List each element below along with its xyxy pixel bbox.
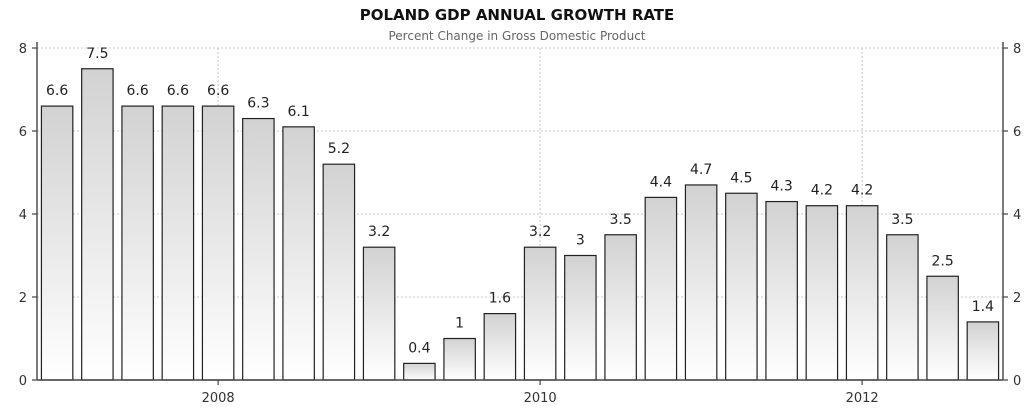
data-label-2012-Q1: 4.2 [851, 183, 873, 199]
data-label-2008-Q4: 5.2 [328, 141, 350, 157]
y-tick-label-right: 6 [1013, 125, 1021, 140]
bar-2010-Q4 [644, 196, 678, 381]
data-label-2008-Q3: 6.1 [287, 104, 309, 120]
data-label-2011-Q3: 4.3 [770, 179, 792, 195]
y-tick-label-left: 0 [19, 374, 27, 389]
data-label-2009-Q1: 3.2 [368, 224, 390, 240]
y-tick-label-right: 2 [1013, 291, 1021, 306]
x-tick-label: 2010 [524, 391, 557, 406]
data-label-2010-Q4: 4.4 [650, 174, 672, 190]
y-tick-label-right: 4 [1013, 208, 1021, 223]
data-label-2010-Q3: 3.5 [609, 212, 631, 228]
bar-2007-Q4 [161, 105, 195, 381]
bars [40, 68, 1000, 381]
bar-2008-Q2 [242, 117, 275, 381]
data-label-2007-Q1: 6.6 [46, 83, 68, 99]
bar-2009-Q4 [483, 313, 517, 381]
bar-2007-Q1 [40, 105, 74, 381]
data-label-2012-Q2: 3.5 [891, 212, 913, 228]
bar-2012-Q3 [926, 275, 959, 381]
data-label-2007-Q4: 6.6 [167, 83, 189, 99]
bar-2010-Q1 [523, 246, 557, 381]
data-label-2012-Q4: 1.4 [972, 299, 994, 315]
bar-2009-Q3 [443, 337, 476, 381]
bar-2012-Q2 [886, 234, 919, 381]
data-label-2007-Q3: 6.6 [126, 83, 148, 99]
data-label-2008-Q2: 6.3 [247, 96, 269, 112]
bar-2011-Q2 [725, 192, 758, 381]
bar-2012-Q1 [845, 205, 879, 381]
bar-2007-Q2 [81, 68, 114, 381]
bar-2009-Q1 [362, 246, 396, 381]
y-tick-label-left: 4 [19, 208, 27, 223]
data-label-2009-Q2: 0.4 [408, 340, 430, 356]
y-tick-label-right: 8 [1013, 42, 1021, 57]
y-tick-label-left: 6 [19, 125, 27, 140]
data-label-2009-Q3: 1 [455, 316, 464, 332]
y-tick-label-right: 0 [1013, 374, 1021, 389]
data-label-2009-Q4: 1.6 [489, 291, 511, 307]
bar-2010-Q2 [564, 254, 597, 381]
data-label-2008-Q1: 6.6 [207, 83, 229, 99]
data-label-2011-Q2: 4.5 [730, 170, 752, 186]
bar-2011-Q3 [765, 200, 798, 381]
bar-2009-Q2 [403, 362, 436, 381]
bar-2010-Q3 [604, 234, 637, 381]
chart-subtitle: Percent Change in Gross Domestic Product [388, 29, 645, 43]
data-label-2010-Q1: 3.2 [529, 224, 551, 240]
data-label-2007-Q2: 7.5 [86, 46, 108, 62]
bar-2012-Q4 [966, 321, 1000, 381]
axes: 0 0 2 2 4 4 6 6 8 8 2008 2010 2012 [19, 42, 1021, 406]
chart-title: POLAND GDP ANNUAL GROWTH RATE [360, 6, 675, 24]
data-labels: 6.6 7.5 6.6 6.6 6.6 6.3 6.1 5.2 3.2 0.4 1 1.6 3.2 3 3.… [46, 46, 994, 357]
bar-2008-Q1 [201, 105, 235, 381]
bar-2011-Q1 [684, 184, 718, 381]
bar-2007-Q3 [121, 105, 154, 381]
data-label-2011-Q4: 4.2 [811, 183, 833, 199]
x-tick-label: 2008 [202, 391, 235, 406]
data-label-2012-Q3: 2.5 [931, 253, 953, 269]
bar-2011-Q4 [805, 205, 839, 381]
y-tick-label-left: 8 [19, 42, 27, 57]
x-tick-label: 2012 [846, 391, 879, 406]
data-label-2011-Q1: 4.7 [690, 162, 712, 178]
bar-2008-Q4 [322, 163, 356, 381]
data-label-2010-Q2: 3 [576, 233, 585, 249]
y-tick-label-left: 2 [19, 291, 27, 306]
bar-2008-Q3 [282, 126, 315, 381]
